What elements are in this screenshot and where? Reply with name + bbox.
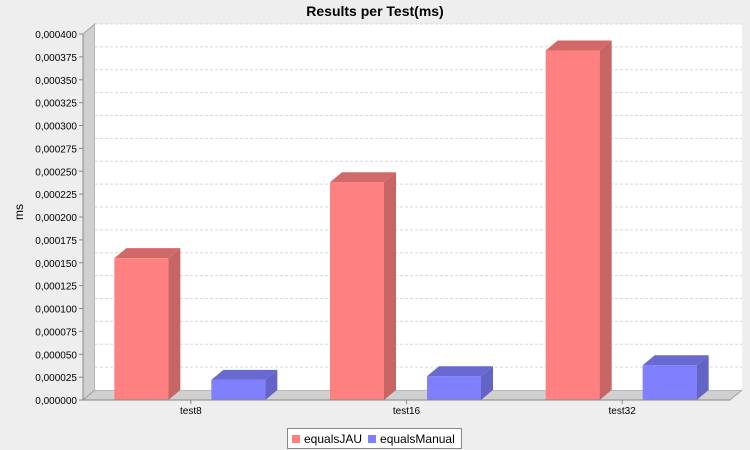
plot-background — [81, 22, 744, 402]
bar-side — [384, 172, 396, 400]
bar — [427, 376, 481, 400]
bar-top — [330, 172, 396, 183]
bar — [642, 365, 697, 400]
y-tick-label: 0,000275 — [35, 144, 77, 155]
legend: equalsJAU equalsManual — [287, 428, 462, 449]
bar-side — [481, 366, 493, 400]
grid-lines — [95, 23, 742, 368]
y-tick-label: 0,000200 — [35, 213, 77, 224]
bar-top — [642, 355, 709, 366]
y-tick-label: 0,000350 — [35, 76, 77, 87]
x-tick-label: test32 — [609, 406, 637, 417]
y-tick-label: 0,000025 — [35, 373, 77, 384]
x-tick-label: test16 — [393, 406, 421, 417]
bar-side — [265, 369, 278, 400]
legend-item: equalsManual — [368, 432, 455, 446]
legend-label: equalsJAU — [304, 431, 363, 446]
y-tick-label: 0,000225 — [35, 190, 77, 201]
y-tick-label: 0,000125 — [35, 282, 77, 293]
legend-swatch — [368, 434, 377, 443]
y-axis-label: ms — [12, 204, 26, 220]
y-tick-label: 0,000325 — [35, 99, 77, 110]
bar — [211, 379, 266, 400]
bar-top — [427, 366, 493, 377]
y-tick-label: 0,000050 — [35, 350, 77, 361]
y-tick-label: 0,000250 — [35, 167, 77, 178]
bar — [330, 182, 384, 400]
chart-title: Results per Test(ms) — [306, 3, 444, 19]
bar — [114, 258, 169, 400]
bar-top — [211, 369, 278, 380]
legend-swatch — [292, 434, 300, 443]
y-tick-label: 0,000300 — [35, 122, 77, 133]
x-axis: test8 test16 test32 — [83, 399, 730, 417]
left-wall — [82, 22, 96, 402]
bars — [114, 40, 709, 400]
y-tick-label: 0,000150 — [35, 259, 77, 270]
x-tick-label: test8 — [180, 406, 202, 417]
legend-item: equalsJAU — [292, 432, 362, 446]
y-tick-label: 0,000000 — [35, 396, 77, 407]
y-tick-label: 0,000175 — [35, 236, 77, 247]
bar-side — [696, 355, 709, 400]
legend-label: equalsManual — [380, 431, 455, 446]
bar — [545, 50, 600, 400]
y-tick-label: 0,000075 — [35, 327, 77, 338]
y-tick-label: 0,000100 — [35, 305, 77, 316]
y-axis: 0,000000 0,000025 0,000050 0,000075 0,000100… — [35, 30, 84, 407]
bar-top — [545, 40, 612, 51]
bar-top — [114, 248, 181, 259]
y-tick-label: 0,000400 — [35, 30, 77, 41]
y-tick-label: 0,000375 — [35, 53, 77, 64]
bar-side — [599, 40, 612, 400]
bar-side — [168, 248, 181, 400]
